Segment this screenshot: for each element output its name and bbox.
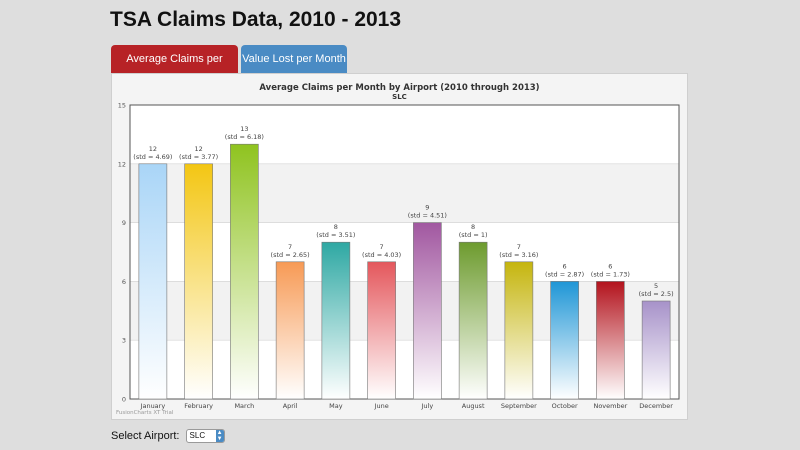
bar-june (367, 261, 396, 400)
data-label-value: 8 (334, 223, 338, 231)
bar-january (138, 163, 168, 400)
data-label-value: 12 (194, 145, 202, 153)
grid-band (130, 281, 679, 341)
y-tick-label: 9 (122, 219, 126, 227)
airport-select-value: SLC (189, 431, 206, 440)
data-label-value: 6 (563, 262, 567, 270)
data-label-value: 12 (149, 145, 157, 153)
data-label-std: (std = 4.69) (133, 153, 172, 161)
y-tick-label: 15 (118, 102, 126, 110)
tab-average-claims[interactable]: Average Claims per Month (111, 45, 238, 93)
y-tick-label: 12 (118, 160, 126, 168)
x-tick-label: April (283, 402, 298, 410)
data-label-std: (std = 3.16) (499, 251, 538, 259)
chart-title: Average Claims per Month by Airport (201… (259, 83, 539, 93)
bar-february (184, 163, 213, 400)
x-tick-label: June (374, 402, 389, 410)
y-tick-label: 0 (122, 396, 126, 404)
data-label-std: (std = 3.51) (316, 231, 355, 239)
x-tick-label: February (184, 402, 213, 410)
bar-october (550, 281, 579, 400)
y-tick-label: 3 (122, 337, 126, 345)
plot-border (129, 104, 680, 400)
x-tick-label: January (140, 402, 166, 410)
bar-april (275, 261, 305, 400)
data-label-std: (std = 4.03) (362, 251, 401, 259)
bar-july (413, 222, 442, 400)
data-label-std: (std = 1) (459, 231, 488, 239)
grid-band (130, 163, 679, 223)
data-label-value: 5 (654, 282, 658, 290)
data-label-value: 13 (240, 125, 248, 133)
bar-september (504, 261, 534, 400)
data-label-std: (std = 1.73) (591, 270, 630, 278)
data-label-std: (std = 6.18) (225, 133, 264, 141)
data-label-value: 7 (517, 243, 521, 251)
data-label-std: (std = 2.5) (639, 290, 674, 298)
chart-panel: Average Claims per Month by Airport (201… (111, 73, 688, 420)
data-label-std: (std = 4.51) (408, 212, 447, 220)
x-tick-label: August (462, 402, 485, 410)
chevron-updown-icon: ▲ ▼ (215, 430, 224, 442)
x-tick-label: September (501, 402, 537, 410)
y-tick-label: 6 (122, 278, 126, 286)
data-label-value: 7 (288, 243, 292, 251)
bar-november (596, 281, 625, 400)
x-tick-label: November (593, 402, 627, 410)
page-title: TSA Claims Data, 2010 - 2013 (110, 8, 402, 31)
watermark-text: FusionCharts XT Trial (116, 410, 174, 416)
select-airport-label: Select Airport: (111, 429, 180, 442)
data-label-std: (std = 3.77) (179, 153, 218, 161)
x-tick-label: May (329, 402, 343, 410)
plot-area (130, 105, 679, 399)
data-label-value: 9 (425, 204, 429, 212)
data-label-std: (std = 2.65) (271, 251, 310, 259)
x-tick-label: March (234, 402, 254, 410)
bar-december (641, 300, 671, 400)
x-tick-label: December (639, 402, 673, 410)
airport-select[interactable]: SLC ▲ ▼ (185, 429, 225, 443)
chart-subtitle: SLC (392, 93, 407, 101)
bar-march (230, 143, 259, 400)
airport-select-row: Select Airport: SLC ▲ ▼ (111, 429, 225, 443)
tab-value-lost[interactable]: Value Lost per Month (241, 45, 347, 73)
x-tick-label: October (552, 402, 578, 410)
bar-chart: Average Claims per Month by Airport (201… (116, 83, 680, 416)
x-tick-label: July (421, 402, 434, 410)
bar-may (321, 241, 351, 400)
data-label-value: 8 (471, 223, 475, 231)
data-label-std: (std = 2.87) (545, 270, 584, 278)
data-label-value: 6 (608, 262, 612, 270)
bar-august (458, 241, 488, 400)
data-label-value: 7 (380, 243, 384, 251)
